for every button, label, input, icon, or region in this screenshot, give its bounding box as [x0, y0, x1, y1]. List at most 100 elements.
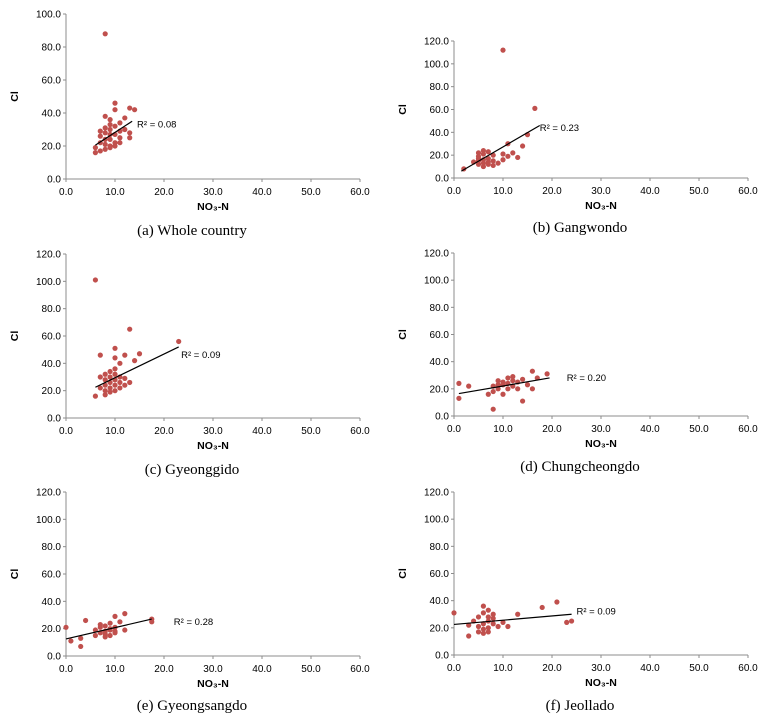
- data-point: [490, 388, 496, 395]
- trendline: [95, 346, 179, 388]
- data-point: [485, 155, 491, 162]
- data-point: [117, 385, 123, 391]
- x-tick-label: 20.0: [542, 663, 562, 674]
- y-tick-label: 80.0: [42, 304, 62, 315]
- data-point: [500, 47, 506, 53]
- y-tick-label: 100.0: [424, 276, 449, 287]
- data-point: [485, 629, 491, 635]
- data-point: [122, 352, 128, 358]
- data-point: [475, 614, 482, 620]
- y-tick-label: 0.0: [47, 652, 61, 663]
- x-axis-title: NO₃-N: [197, 440, 229, 452]
- data-point: [490, 611, 496, 617]
- y-tick-label: 80.0: [430, 542, 450, 553]
- data-point: [505, 623, 511, 630]
- r-squared-label: R² = 0.23: [540, 123, 579, 134]
- data-point: [485, 149, 491, 155]
- data-point: [490, 406, 496, 412]
- data-point: [495, 378, 501, 384]
- data-point: [475, 623, 482, 630]
- r-squared-label: R² = 0.28: [174, 617, 213, 628]
- x-tick-label: 60.0: [350, 664, 370, 675]
- data-point: [480, 610, 486, 616]
- data-point: [102, 146, 108, 152]
- x-tick-label: 30.0: [591, 663, 611, 674]
- data-point: [112, 388, 118, 394]
- scatter-panel: 0.0 20.0 40.0 60.0 80.0 100.0 120.0 0.0 10.0 20.0…: [9, 488, 370, 715]
- data-point: [529, 386, 536, 392]
- data-point: [112, 140, 118, 146]
- data-point: [112, 345, 118, 351]
- data-point: [480, 626, 486, 632]
- x-tick-label: 20.0: [154, 426, 174, 437]
- data-point: [107, 620, 113, 626]
- x-axis-title: NO₃-N: [585, 677, 617, 689]
- y-tick-label: 20.0: [42, 624, 62, 635]
- data-point: [107, 632, 113, 639]
- data-point: [78, 635, 84, 641]
- x-tick-label: 0.0: [59, 664, 73, 675]
- data-point: [102, 377, 108, 383]
- y-tick-label: 100.0: [424, 59, 449, 70]
- y-tick-label: 0.0: [47, 175, 61, 186]
- y-tick-label: 0.0: [435, 174, 449, 185]
- data-point: [466, 633, 472, 639]
- y-tick-label: 40.0: [42, 359, 62, 370]
- y-axis-title: Cl: [397, 329, 409, 340]
- data-point: [510, 378, 516, 384]
- x-tick-label: 0.0: [59, 426, 73, 437]
- x-tick-label: 30.0: [203, 664, 223, 675]
- trendline: [95, 120, 133, 146]
- data-point: [466, 383, 472, 389]
- x-tick-label: 60.0: [350, 187, 370, 198]
- data-point: [122, 611, 128, 617]
- data-point: [117, 360, 123, 366]
- x-axis-title: NO₃-N: [585, 438, 617, 450]
- data-point: [102, 371, 108, 377]
- data-point: [68, 638, 74, 644]
- y-tick-label: 60.0: [42, 76, 62, 87]
- data-point: [97, 374, 103, 380]
- r-squared-label: R² = 0.08: [137, 120, 176, 131]
- y-tick-label: 60.0: [42, 332, 62, 343]
- x-tick-label: 40.0: [640, 424, 660, 435]
- data-point: [122, 375, 128, 381]
- y-tick-label: 0.0: [47, 414, 61, 425]
- data-point: [480, 603, 486, 609]
- x-tick-label: 40.0: [252, 664, 272, 675]
- data-point: [112, 382, 118, 388]
- x-tick-label: 30.0: [591, 186, 611, 197]
- y-tick-label: 40.0: [42, 597, 62, 608]
- x-tick-label: 50.0: [689, 186, 709, 197]
- data-point: [112, 628, 118, 635]
- y-tick-label: 80.0: [42, 542, 62, 553]
- data-point: [122, 382, 128, 388]
- data-point: [485, 391, 491, 397]
- data-point: [107, 121, 113, 128]
- x-tick-label: 60.0: [350, 426, 370, 437]
- x-tick-label: 50.0: [689, 424, 709, 435]
- data-point: [92, 150, 98, 156]
- panel-caption: (f) Jeollado: [546, 698, 615, 714]
- data-point: [490, 158, 496, 164]
- data-point: [117, 140, 123, 146]
- y-tick-label: 20.0: [430, 384, 450, 395]
- y-tick-label: 80.0: [42, 43, 62, 54]
- data-point: [97, 352, 103, 358]
- data-point: [524, 382, 531, 388]
- x-tick-label: 0.0: [447, 186, 461, 197]
- data-point: [107, 136, 113, 142]
- y-tick-label: 120.0: [424, 488, 449, 499]
- data-point: [112, 100, 118, 106]
- panel-caption: (d) Chungcheongdo: [520, 459, 640, 475]
- data-point: [112, 355, 118, 361]
- y-tick-label: 20.0: [42, 386, 62, 397]
- data-point: [102, 141, 108, 147]
- scatter-panel: 0.0 20.0 40.0 60.0 80.0 100.0 120.0 0.0 10.0 20.0…: [9, 250, 370, 479]
- data-point: [107, 389, 113, 395]
- x-tick-label: 0.0: [59, 187, 73, 198]
- data-point: [102, 623, 108, 629]
- data-point: [127, 379, 133, 386]
- x-tick-label: 50.0: [689, 663, 709, 674]
